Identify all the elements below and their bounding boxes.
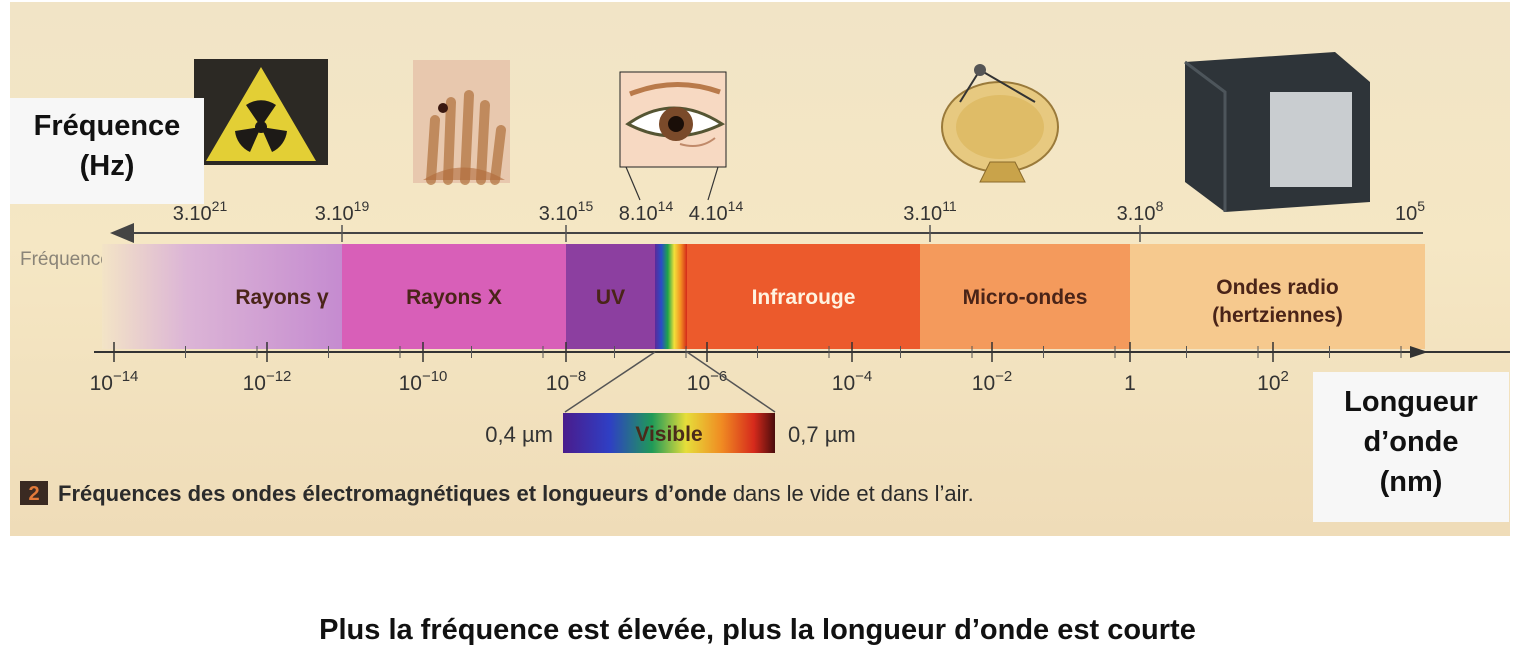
eye-icon [619, 71, 727, 168]
frequency-tick-label: 105 [1395, 198, 1425, 225]
frequency-tick-label: 8.1014 [619, 198, 674, 225]
frequency-tick-label: 3.1019 [315, 198, 370, 225]
frequency-tick-label: 3.1011 [903, 198, 957, 225]
spectrum-band [102, 244, 342, 349]
band-label: Rayons X [406, 286, 502, 309]
wavelength-tick-label: 10−4 [832, 368, 872, 395]
spectrum-band [920, 244, 1130, 349]
frequency-overlay-line: Fréquence [33, 110, 181, 142]
frequency-tick-label: 3.1021 [173, 198, 228, 225]
textbook-photo: 3.1021 3.1019 3.1015 8.1014 4.1014 3.1011 3.10… [10, 2, 1515, 536]
band-label: Ondes radio [1216, 276, 1339, 299]
radiation-icon [194, 59, 328, 165]
wavelength-tick-label: 1 [1124, 372, 1136, 395]
wavelength-overlay-line1: Longueur [1344, 386, 1478, 418]
wavelength-tick-label: 10−10 [399, 368, 448, 395]
xray-hand-icon [413, 60, 510, 185]
caption-bold: Fréquences des ondes électromagnétiques … [58, 481, 727, 506]
wavelength-tick-label: 10−14 [90, 368, 139, 395]
wavelength-tick-label: 10−2 [972, 368, 1012, 395]
visible-band-strip [655, 244, 687, 349]
caption-number-box [20, 481, 48, 505]
frequency-overlay-label: Fréquence (Hz) [10, 98, 204, 204]
visible-max-label: 0,7 µm [788, 422, 856, 447]
band-label: Micro-ondes [963, 286, 1088, 309]
visible-min-label: 0,4 µm [485, 422, 553, 447]
frequency-overlay-unit: (Hz) [79, 150, 135, 182]
television-icon [1184, 52, 1370, 212]
band-label: UV [596, 286, 625, 309]
wavelength-overlay-line2: d’onde [1363, 426, 1459, 458]
wavelength-overlay-unit: (nm) [1379, 466, 1443, 498]
frequency-tick-label: 3.108 [1117, 198, 1164, 225]
wavelength-tick-label: 102 [1257, 368, 1289, 395]
figure-caption: Fréquences des ondes électromagnétiques … [58, 481, 974, 506]
band-label: Rayons γ [235, 286, 329, 309]
band-label: Infrarouge [752, 286, 856, 309]
conclusion-statement: Plus la fréquence est élevée, plus la lo… [319, 614, 1196, 646]
band-label: (hertziennes) [1212, 304, 1343, 327]
spectrum-band [342, 244, 566, 349]
wavelength-tick-label: 10−6 [687, 368, 727, 395]
wavelength-tick-label: 10−12 [243, 368, 292, 395]
satellite-dish-icon [941, 64, 1059, 183]
caption-number: 2 [28, 483, 39, 505]
visible-label: Visible [635, 423, 702, 446]
spectrum-band [1130, 244, 1425, 349]
wavelength-overlay-label: Longueur d’onde (nm) [1313, 372, 1509, 522]
caption-normal: dans le vide et dans l’air. [727, 481, 974, 506]
spectrum-band [566, 244, 655, 349]
frequency-tick-label: 4.1014 [689, 198, 744, 225]
spectrum-band [687, 244, 920, 349]
frequency-tick-label: 3.1015 [539, 198, 594, 225]
spectrum-diagram: 3.1021 3.1019 3.1015 8.1014 4.1014 3.1011 3.10… [20, 52, 1515, 506]
wavelength-tick-label: 10−8 [546, 368, 586, 395]
visible-spectrum-bar [563, 413, 775, 453]
